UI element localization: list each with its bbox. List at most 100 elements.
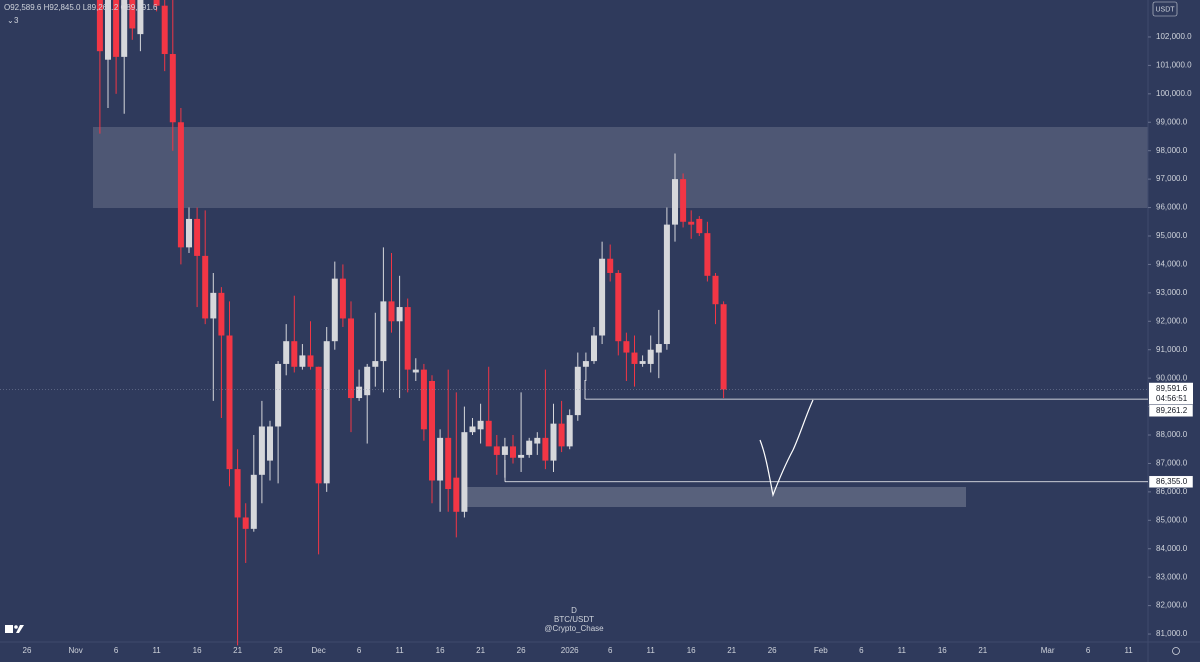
candle-body — [218, 292, 225, 336]
candle-body — [275, 363, 282, 427]
candle-body — [226, 335, 233, 470]
x-tick-label: 26 — [274, 646, 283, 655]
y-tick-label: 87,000.0 — [1156, 459, 1188, 468]
y-tick-label: 91,000.0 — [1156, 345, 1188, 354]
candle-body — [153, 0, 160, 6]
candle-body — [510, 446, 516, 458]
x-tick-label: 11 — [395, 646, 404, 655]
y-tick-label: 90,000.0 — [1156, 373, 1188, 382]
y-tick-label: 102,000.0 — [1156, 32, 1192, 41]
x-tick-label: 26 — [23, 646, 32, 655]
x-tick-label: 16 — [687, 646, 696, 655]
countdown: 04:56:51 — [1156, 394, 1188, 403]
candle-body — [461, 432, 468, 512]
candle-body — [582, 361, 589, 367]
x-tick-label: 6 — [859, 646, 864, 655]
candle-body — [591, 335, 597, 362]
settings-icon[interactable] — [1172, 647, 1180, 655]
level-box — [1148, 475, 1194, 489]
candle-body — [412, 369, 419, 373]
candle-body — [169, 54, 176, 123]
candle-body — [615, 272, 622, 342]
candle-body — [283, 341, 290, 364]
indicator-count[interactable]: 3 — [14, 16, 19, 25]
currency-box[interactable] — [1152, 1, 1178, 17]
y-tick-label: 95,000.0 — [1156, 231, 1188, 240]
logo-part — [5, 625, 13, 633]
x-tick-label: 21 — [233, 646, 242, 655]
candle-body — [663, 224, 670, 345]
y-tick-label: 85,000.0 — [1156, 515, 1188, 524]
x-tick-label: 21 — [727, 646, 736, 655]
x-tick-label: 26 — [517, 646, 526, 655]
watermark-symbol: BTC/USDT — [554, 615, 594, 624]
x-tick-label: 21 — [476, 646, 485, 655]
candle-body — [477, 420, 484, 430]
candle-body — [258, 426, 265, 475]
y-tick-label: 97,000.0 — [1156, 174, 1188, 183]
y-tick-label: 83,000.0 — [1156, 572, 1188, 581]
currency[interactable]: USDT — [1155, 6, 1175, 13]
candle-body — [137, 0, 144, 35]
x-tick-label: 16 — [193, 646, 202, 655]
candle-body — [404, 307, 411, 370]
candle-body — [526, 440, 533, 455]
candle-body — [323, 341, 330, 484]
candle-body — [364, 366, 371, 396]
candle-body — [599, 258, 606, 336]
candle-body — [574, 366, 581, 416]
candle-body — [267, 426, 273, 461]
x-tick-label: 11 — [647, 646, 656, 655]
candle-body — [291, 341, 298, 367]
candle-body — [372, 361, 379, 367]
y-tick-label: 101,000.0 — [1156, 61, 1192, 70]
candle-body — [720, 304, 727, 390]
candle-body — [453, 477, 460, 512]
candle-body — [696, 218, 703, 234]
x-tick-label: Feb — [814, 646, 828, 655]
y-tick-label: 84,000.0 — [1156, 544, 1188, 553]
y-tick-label: 94,000.0 — [1156, 260, 1188, 269]
x-tick-label: 26 — [768, 646, 777, 655]
x-tick-label: 16 — [938, 646, 947, 655]
level-label: 86,355.0 — [1156, 477, 1188, 486]
y-tick-label: 98,000.0 — [1156, 146, 1188, 155]
watermark-author: @Crypto_Chase — [544, 624, 604, 633]
y-tick-label: 96,000.0 — [1156, 203, 1188, 212]
candle-body — [331, 278, 338, 342]
candle-body — [96, 0, 103, 52]
ohlc-legend: O92,589.6 H92,845.0 L89,261.2 C89,591.6 — [4, 3, 158, 12]
candle-body — [680, 179, 687, 222]
candle-body — [234, 469, 241, 518]
candle-body — [113, 0, 120, 57]
x-tick-label: 11 — [152, 646, 161, 655]
candle-body — [380, 301, 387, 362]
x-tick-label: 21 — [978, 646, 987, 655]
candle-body — [210, 292, 217, 319]
candle-body — [186, 218, 192, 248]
candle-body — [518, 454, 525, 458]
candle-body — [647, 349, 654, 364]
candle-body — [250, 474, 257, 529]
candle-body — [688, 221, 695, 225]
candle-body — [566, 415, 573, 447]
level-box — [1148, 404, 1194, 418]
x-tick-label: Mar — [1041, 646, 1055, 655]
candle-body — [672, 179, 678, 225]
candle-body — [445, 437, 452, 490]
x-tick-label: Nov — [68, 646, 82, 655]
candle-body — [485, 420, 492, 447]
y-tick-label: 99,000.0 — [1156, 117, 1188, 126]
candle-body — [396, 307, 403, 322]
candle-body — [129, 0, 136, 29]
x-tick-label: 6 — [114, 646, 119, 655]
candle-body — [315, 366, 322, 484]
candle-body — [437, 437, 444, 481]
last-price-label: 89,591.6 — [1156, 384, 1188, 393]
candle-body — [356, 386, 363, 399]
y-tick-label: 86,000.0 — [1156, 487, 1188, 496]
candle-body — [607, 258, 614, 273]
candle-body — [631, 352, 638, 364]
candle-body — [105, 0, 111, 60]
